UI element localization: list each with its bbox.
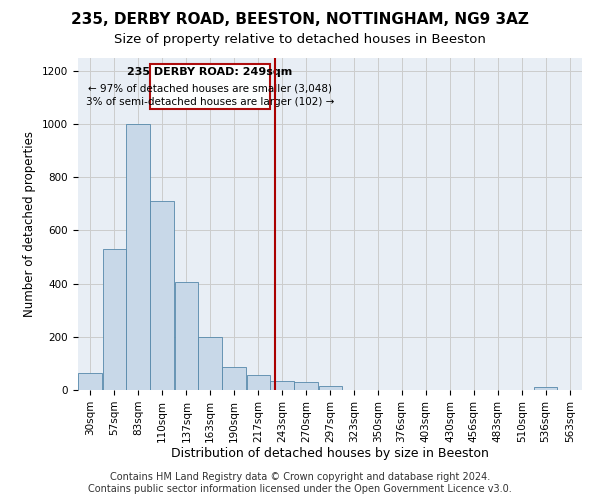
Bar xyxy=(103,249,126,390)
Bar xyxy=(79,372,102,390)
Text: ← 97% of detached houses are smaller (3,048): ← 97% of detached houses are smaller (3,… xyxy=(88,83,332,93)
Text: 3% of semi-detached houses are larger (102) →: 3% of semi-detached houses are larger (1… xyxy=(86,97,334,107)
Bar xyxy=(151,201,174,390)
Bar xyxy=(175,282,198,390)
X-axis label: Distribution of detached houses by size in Beeston: Distribution of detached houses by size … xyxy=(171,448,489,460)
Bar xyxy=(295,382,318,390)
Bar xyxy=(198,337,221,390)
Bar xyxy=(534,387,557,390)
Bar xyxy=(319,386,342,390)
Text: Contains HM Land Registry data © Crown copyright and database right 2024.
Contai: Contains HM Land Registry data © Crown c… xyxy=(88,472,512,494)
Bar xyxy=(150,64,270,110)
Y-axis label: Number of detached properties: Number of detached properties xyxy=(23,130,37,317)
Bar xyxy=(247,376,270,390)
Bar xyxy=(223,368,246,390)
Bar xyxy=(270,380,293,390)
Text: 235, DERBY ROAD, BEESTON, NOTTINGHAM, NG9 3AZ: 235, DERBY ROAD, BEESTON, NOTTINGHAM, NG… xyxy=(71,12,529,28)
Text: Size of property relative to detached houses in Beeston: Size of property relative to detached ho… xyxy=(114,32,486,46)
Bar xyxy=(126,124,149,390)
Text: 235 DERBY ROAD: 249sqm: 235 DERBY ROAD: 249sqm xyxy=(127,66,292,76)
